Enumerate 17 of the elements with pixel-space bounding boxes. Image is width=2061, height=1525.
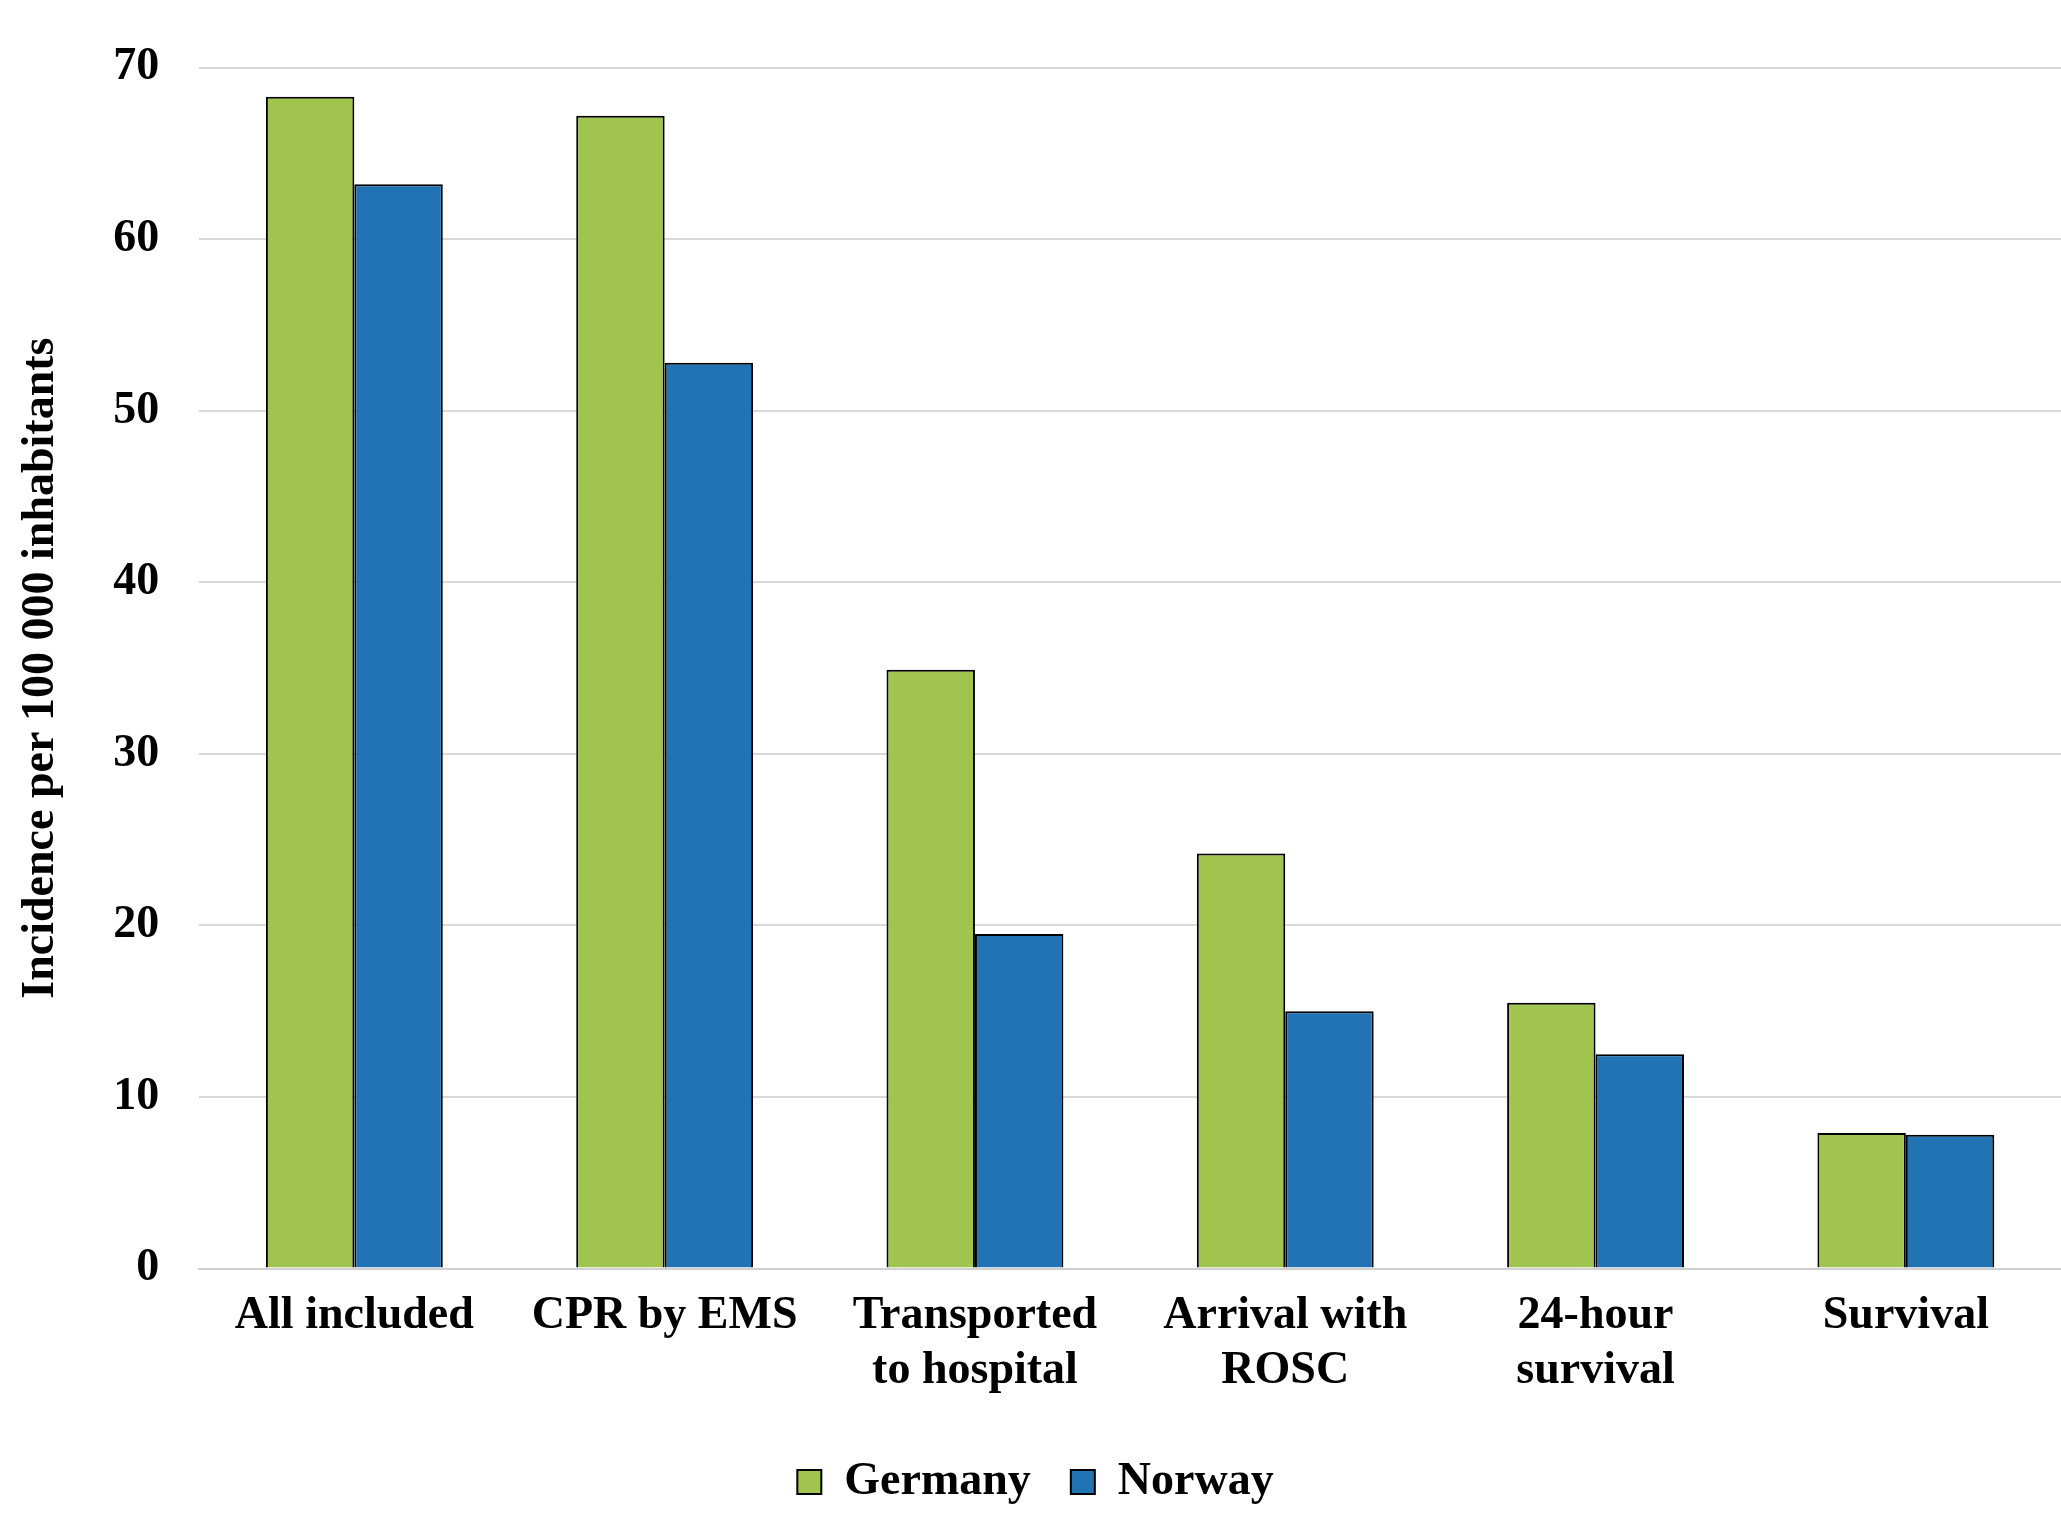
y-tick-label: 10 (113, 1067, 160, 1119)
y-axis-title: Incidence per 100 000 inhabitants (12, 337, 64, 999)
y-tick-label: 60 (113, 210, 160, 262)
x-tick-label: All included (234, 1287, 475, 1339)
x-tick-label: Arrival with ROSC (1163, 1287, 1408, 1394)
y-tick-label: 20 (113, 896, 160, 948)
y-tick-label: 70 (113, 38, 160, 90)
x-tick-label: CPR by EMS (531, 1287, 798, 1339)
x-tick-label: Transported to hospital (852, 1287, 1098, 1394)
y-tick-label: 50 (113, 381, 160, 433)
legend-label: Norway (1117, 1452, 1274, 1504)
x-tick-label: Survival (1822, 1287, 1989, 1339)
y-tick-label: 30 (113, 724, 160, 776)
y-tick-label: 40 (113, 553, 160, 605)
x-tick-label: 24-hour survival (1516, 1287, 1675, 1394)
legend-label: Germany (844, 1452, 1031, 1504)
y-tick-label: 0 (136, 1239, 160, 1291)
